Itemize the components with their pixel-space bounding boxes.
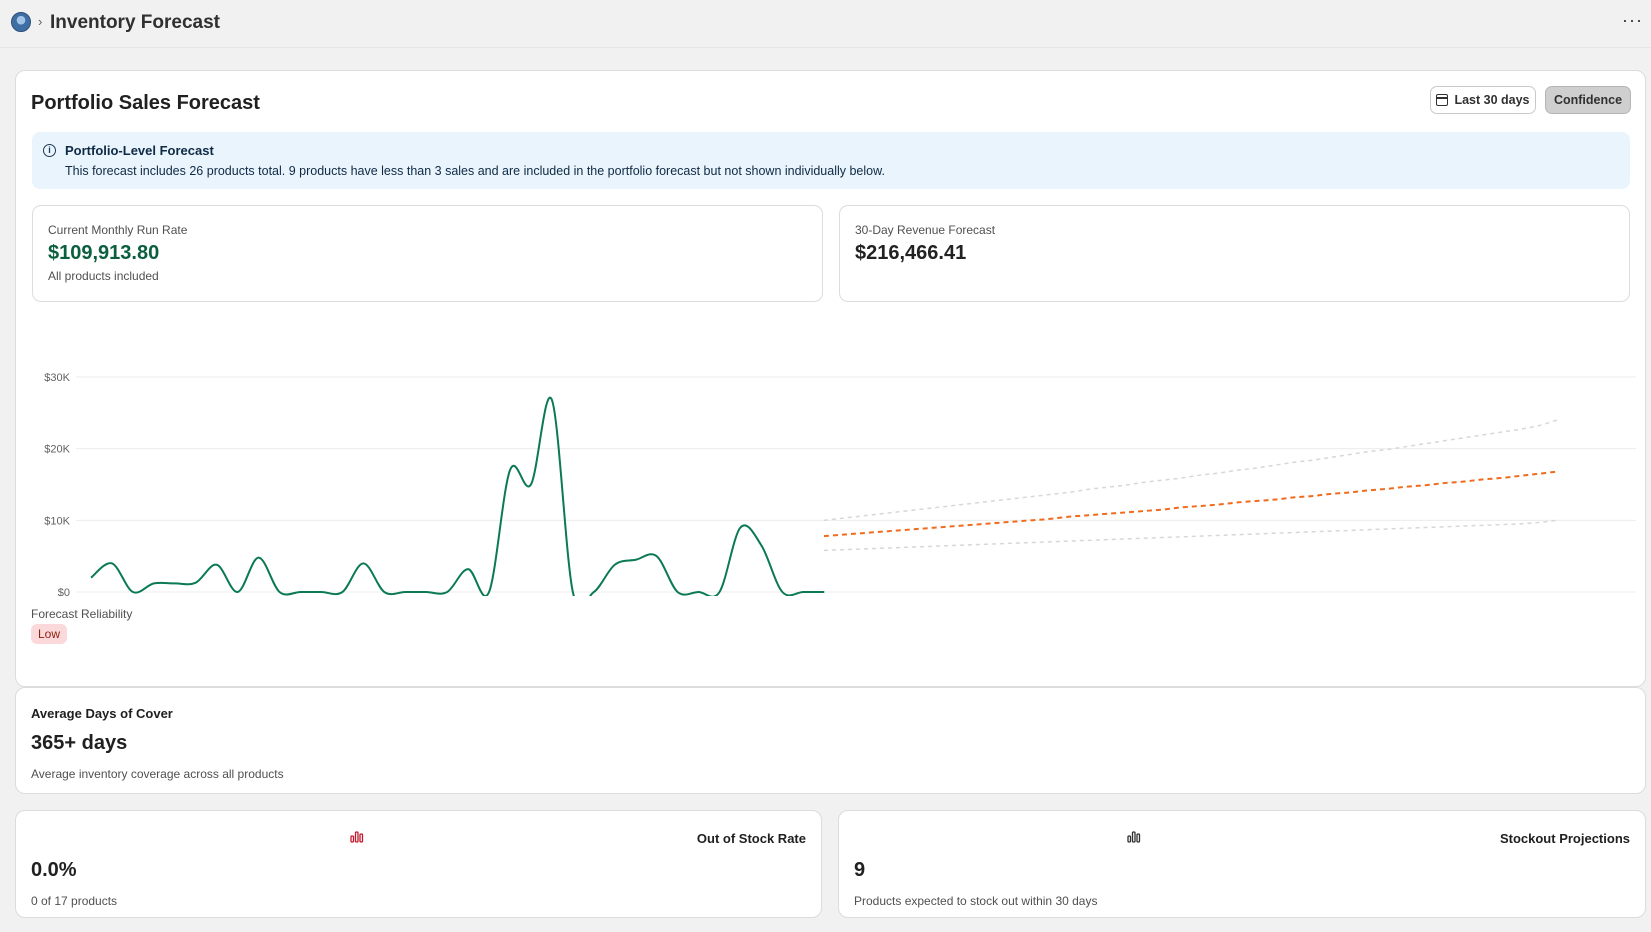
y-tick-label: $20K: [44, 444, 70, 456]
card-title: Stockout Projections: [1499, 831, 1630, 846]
card-value: 0.0%: [31, 859, 77, 881]
app-logo-icon[interactable]: [11, 12, 31, 32]
series-line: [823, 519, 1558, 552]
card-sub: Products expected to stock out within 30…: [854, 894, 1098, 908]
metric-label: Current Monthly Run Rate: [48, 223, 188, 237]
cover-sub: Average inventory coverage across all pr…: [31, 767, 284, 781]
days-of-cover-card: Average Days of Cover 365+ days Average …: [15, 687, 1646, 794]
metric-value: $216,466.41: [855, 242, 967, 264]
card-title: Portfolio Sales Forecast: [31, 92, 260, 114]
out-of-stock-card: Out of Stock Rate 0.0% 0 of 17 products: [15, 810, 822, 918]
portfolio-forecast-card: Portfolio Sales Forecast Last 30 days Co…: [15, 70, 1646, 687]
more-actions-button[interactable]: ···: [1622, 10, 1643, 30]
metric-value: $109,913.80: [48, 242, 160, 264]
bar-chart-icon: [1127, 831, 1141, 843]
series-line: [823, 419, 1558, 522]
date-range-button[interactable]: Last 30 days: [1430, 86, 1536, 114]
confidence-label: Confidence: [1553, 93, 1623, 107]
revenue-forecast-metric: 30-Day Revenue Forecast $216,466.41: [839, 205, 1630, 302]
reliability-label: Forecast Reliability: [31, 607, 133, 621]
stockout-projections-card: Stockout Projections 9 Products expected…: [838, 810, 1646, 918]
date-range-label: Last 30 days: [1454, 93, 1530, 107]
info-icon: i: [43, 144, 56, 157]
breadcrumb-separator: ›: [38, 14, 43, 29]
metric-label: 30-Day Revenue Forecast: [855, 223, 996, 237]
card-sub: 0 of 17 products: [31, 894, 118, 908]
y-tick-label: $10K: [44, 515, 70, 527]
card-value: 9: [854, 859, 866, 881]
confidence-toggle-button[interactable]: Confidence: [1545, 86, 1631, 114]
series-line: [823, 470, 1558, 538]
banner-title: Portfolio-Level Forecast: [65, 143, 214, 158]
calendar-icon: [1436, 94, 1449, 106]
forecast-chart: $0$10K$20K$30KJun 12Jun 15Jun 18Jun 21Ju…: [44, 372, 1636, 596]
info-banner: i Portfolio-Level Forecast This forecast…: [32, 132, 1630, 189]
cover-title: Average Days of Cover: [31, 706, 173, 721]
y-tick-label: $0: [58, 587, 70, 596]
cover-value: 365+ days: [31, 732, 128, 754]
banner-text: This forecast includes 26 products total…: [65, 164, 885, 178]
metric-sub: All products included: [48, 269, 159, 283]
page-title: Inventory Forecast: [50, 12, 220, 33]
card-title: Out of Stock Rate: [696, 831, 806, 846]
series-line: [90, 396, 825, 596]
run-rate-metric: Current Monthly Run Rate $109,913.80 All…: [32, 205, 823, 302]
top-bar: › Inventory Forecast ···: [0, 0, 1651, 48]
reliability-badge: Low: [31, 624, 68, 644]
bar-chart-icon: [350, 831, 364, 843]
y-tick-label: $30K: [44, 372, 70, 384]
